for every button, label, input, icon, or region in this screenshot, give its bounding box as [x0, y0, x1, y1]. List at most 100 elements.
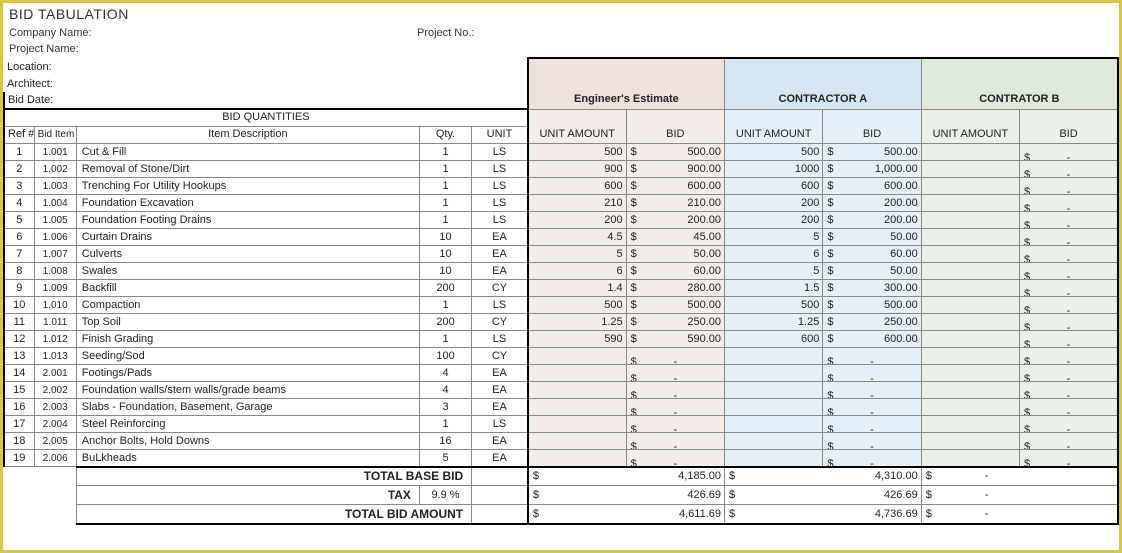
eng-ua-cell: 590 [528, 331, 626, 348]
ref-cell: 1 [4, 144, 34, 161]
unit-cell: EA [472, 263, 528, 280]
table-row: 11.001Cut & Fill1LS500$500.00500$500.00$… [4, 144, 1118, 161]
table-cell: $- [1020, 161, 1118, 178]
ref-cell: 5 [4, 212, 34, 229]
ref-cell: 3 [4, 178, 34, 195]
qty-cell: 1 [419, 297, 471, 314]
table-cell: $- [626, 416, 724, 433]
eng-ua-cell [528, 382, 626, 399]
qty-header: Qty. [419, 127, 471, 144]
table-cell: $- [1020, 348, 1118, 365]
table-cell: $200.00 [823, 195, 921, 212]
qty-cell: 100 [419, 348, 471, 365]
bid-item-cell: 1.009 [34, 280, 76, 297]
table-cell: $- [1020, 280, 1118, 297]
unit-header: UNIT [472, 127, 528, 144]
desc-cell: Foundation Excavation [76, 195, 419, 212]
table-row: 142.001Footings/Pads4EA$-$-$- [4, 365, 1118, 382]
table-cell: $600.00 [626, 178, 724, 195]
table-cell: $- [1020, 365, 1118, 382]
ref-cell: 11 [4, 314, 34, 331]
bid-item-cell: 1.005 [34, 212, 76, 229]
total-base-bid-label: TOTAL BASE BID [76, 467, 471, 486]
table-cell: $- [823, 348, 921, 365]
unit-cell: LS [472, 144, 528, 161]
unit-cell: LS [472, 161, 528, 178]
bid-item-cell: 1.011 [34, 314, 76, 331]
ca-ua-cell: 600 [725, 331, 823, 348]
unit-cell: EA [472, 229, 528, 246]
table-cell: $- [626, 399, 724, 416]
cb-ua-cell [921, 314, 1019, 331]
unit-cell: EA [472, 399, 528, 416]
ref-cell: 2 [4, 161, 34, 178]
cb-ua-cell [921, 450, 1019, 467]
eng-ua-cell: 6 [528, 263, 626, 280]
unit-cell: LS [472, 297, 528, 314]
table-row: 131.013Seeding/Sod100CY$-$-$- [4, 348, 1118, 365]
desc-cell: Trenching For Utility Hookups [76, 178, 419, 195]
table-cell: $600.00 [823, 331, 921, 348]
unit-cell: LS [472, 331, 528, 348]
project-no-label: Project No.: [417, 25, 474, 41]
unit-cell: CY [472, 348, 528, 365]
unit-cell: LS [472, 416, 528, 433]
table-cell: $900.00 [626, 161, 724, 178]
bid-item-cell: 1.010 [34, 297, 76, 314]
table-cell: $- [823, 433, 921, 450]
table-row: 51.005Foundation Footing Drains1LS200$20… [4, 212, 1118, 229]
table-row: 81.008Swales10EA6$60.005$50.00$- [4, 263, 1118, 280]
cb-ua-cell [921, 433, 1019, 450]
cb-unit-amount-header: UNIT AMOUNT [921, 109, 1019, 144]
eng-ua-cell [528, 348, 626, 365]
ref-cell: 7 [4, 246, 34, 263]
eng-ua-cell: 500 [528, 297, 626, 314]
table-cell: $50.00 [626, 246, 724, 263]
ca-ua-cell: 6 [725, 246, 823, 263]
cb-total: $- [921, 505, 1118, 524]
eng-ua-cell: 900 [528, 161, 626, 178]
eng-ua-cell: 5 [528, 246, 626, 263]
ref-cell: 15 [4, 382, 34, 399]
eng-unit-amount-header: UNIT AMOUNT [528, 109, 626, 144]
location-label: Location: [4, 58, 528, 75]
page-title: BID TABULATION [3, 3, 1119, 25]
ca-ua-cell: 200 [725, 212, 823, 229]
unit-cell: CY [472, 314, 528, 331]
ref-header: Ref # [4, 127, 34, 144]
contractor-b-header: CONTRATOR B [921, 58, 1118, 109]
ca-bid-header: BID [823, 109, 921, 144]
table-cell: $- [1020, 314, 1118, 331]
table-cell: $- [823, 382, 921, 399]
eng-ua-cell: 4.5 [528, 229, 626, 246]
table-cell: $- [1020, 433, 1118, 450]
cb-ua-cell [921, 246, 1019, 263]
unit-cell: EA [472, 450, 528, 467]
table-row: 101.010Compaction1LS500$500.00500$500.00… [4, 297, 1118, 314]
table-cell: $45.00 [626, 229, 724, 246]
ca-base-bid: $4,310.00 [725, 467, 922, 486]
tax-label: TAX [76, 486, 419, 505]
eng-ua-cell: 600 [528, 178, 626, 195]
bid-item-cell: 1.012 [34, 331, 76, 348]
unit-cell: EA [472, 382, 528, 399]
ref-cell: 19 [4, 450, 34, 467]
table-cell: $- [1020, 382, 1118, 399]
table-cell: $- [1020, 416, 1118, 433]
qty-cell: 10 [419, 229, 471, 246]
ref-cell: 8 [4, 263, 34, 280]
bid-quantities-header: BID QUANTITIES [4, 109, 528, 127]
project-name-label: Project Name: [9, 41, 79, 57]
eng-ua-cell: 1.4 [528, 280, 626, 297]
table-cell: $60.00 [626, 263, 724, 280]
table-cell: $250.00 [626, 314, 724, 331]
unit-cell: LS [472, 178, 528, 195]
table-cell: $- [823, 416, 921, 433]
desc-cell: Culverts [76, 246, 419, 263]
cb-ua-cell [921, 297, 1019, 314]
ca-ua-cell [725, 416, 823, 433]
unit-cell: LS [472, 195, 528, 212]
ca-ua-cell [725, 399, 823, 416]
ca-ua-cell: 5 [725, 229, 823, 246]
bid-item-cell: 1.001 [34, 144, 76, 161]
